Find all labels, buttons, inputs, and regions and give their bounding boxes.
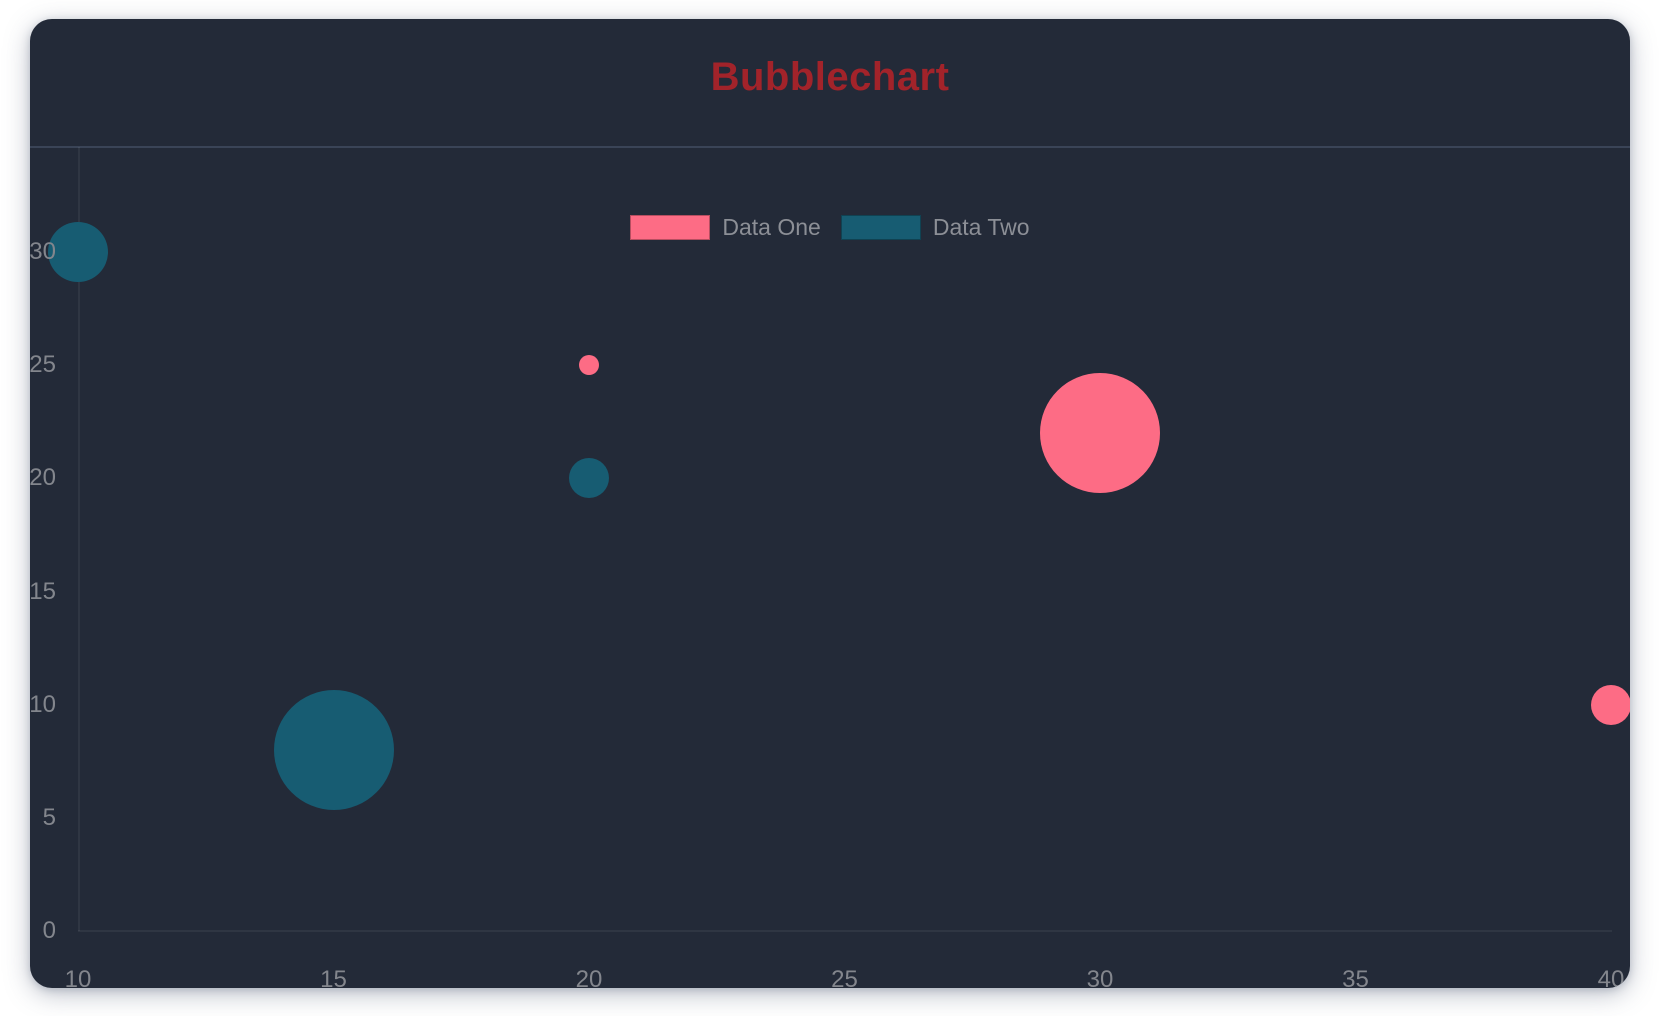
- legend-item-data-one[interactable]: Data One: [630, 214, 821, 241]
- bubble-data-two-x15-y8[interactable]: [273, 689, 394, 810]
- y-axis-tick-0: 0: [42, 917, 56, 944]
- bubble-data-two-x20-y20[interactable]: [569, 458, 609, 499]
- legend-label: Data Two: [932, 214, 1030, 240]
- bubble-data-one-x20-y25[interactable]: [579, 355, 599, 376]
- x-axis-tick-20: 20: [575, 966, 603, 988]
- plot-area: 0 5 10 15 20 25 30 10 15 20 25 30 35 40: [30, 19, 1630, 988]
- chart-title: Bubblechart: [710, 55, 950, 99]
- y-axis-tick-25: 25: [30, 351, 56, 379]
- y-axis-tick-20: 20: [30, 464, 56, 492]
- x-axis-tick-40: 40: [1597, 966, 1625, 988]
- x-axis-line: [78, 930, 1612, 932]
- x-axis-tick-15: 15: [320, 966, 347, 988]
- legend-label: Data One: [722, 214, 821, 240]
- title-divider: [30, 146, 1630, 148]
- y-axis-tick-10: 10: [30, 690, 56, 718]
- x-axis-tick-35: 35: [1342, 966, 1369, 988]
- legend-swatch-data-two: [840, 215, 921, 240]
- x-axis-tick-10: 10: [64, 966, 92, 988]
- legend-item-data-two[interactable]: Data Two: [840, 214, 1030, 241]
- y-axis-tick-15: 15: [30, 577, 56, 605]
- bubble-chart-card: Bubblechart Data One Data Two 0 5 10 15 20 25 3…: [30, 19, 1630, 988]
- x-axis-tick-25: 25: [831, 966, 858, 988]
- legend-swatch-data-one: [630, 215, 711, 240]
- y-axis-tick-30: 30: [30, 238, 56, 265]
- x-axis-tick-30: 30: [1086, 966, 1114, 988]
- bubble-data-one-x40-y10[interactable]: [1591, 684, 1630, 725]
- bubble-data-two-x10-y30[interactable]: [48, 222, 108, 282]
- bubble-data-one-x30-y22[interactable]: [1040, 373, 1160, 494]
- y-axis-tick-5: 5: [42, 803, 56, 831]
- y-axis-line: [78, 147, 80, 931]
- chart-legend: Data One Data Two: [30, 214, 1630, 241]
